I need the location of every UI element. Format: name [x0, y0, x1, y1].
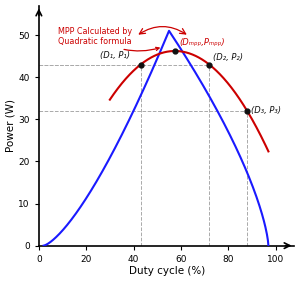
Text: (D₃, P₃): (D₃, P₃)	[251, 106, 281, 115]
Text: (D₁, P₁): (D₁, P₁)	[100, 51, 130, 60]
Text: (D₂, P₂): (D₂, P₂)	[213, 53, 243, 62]
X-axis label: Duty cycle (%): Duty cycle (%)	[128, 266, 205, 276]
Text: (Dₘₚₚ,Pₘₚₚ): (Dₘₚₚ,Pₘₚₚ)	[180, 38, 225, 47]
Y-axis label: Power (W): Power (W)	[6, 99, 16, 152]
Text: MPP Calculated by
Quadratic formula: MPP Calculated by Quadratic formula	[58, 27, 159, 51]
